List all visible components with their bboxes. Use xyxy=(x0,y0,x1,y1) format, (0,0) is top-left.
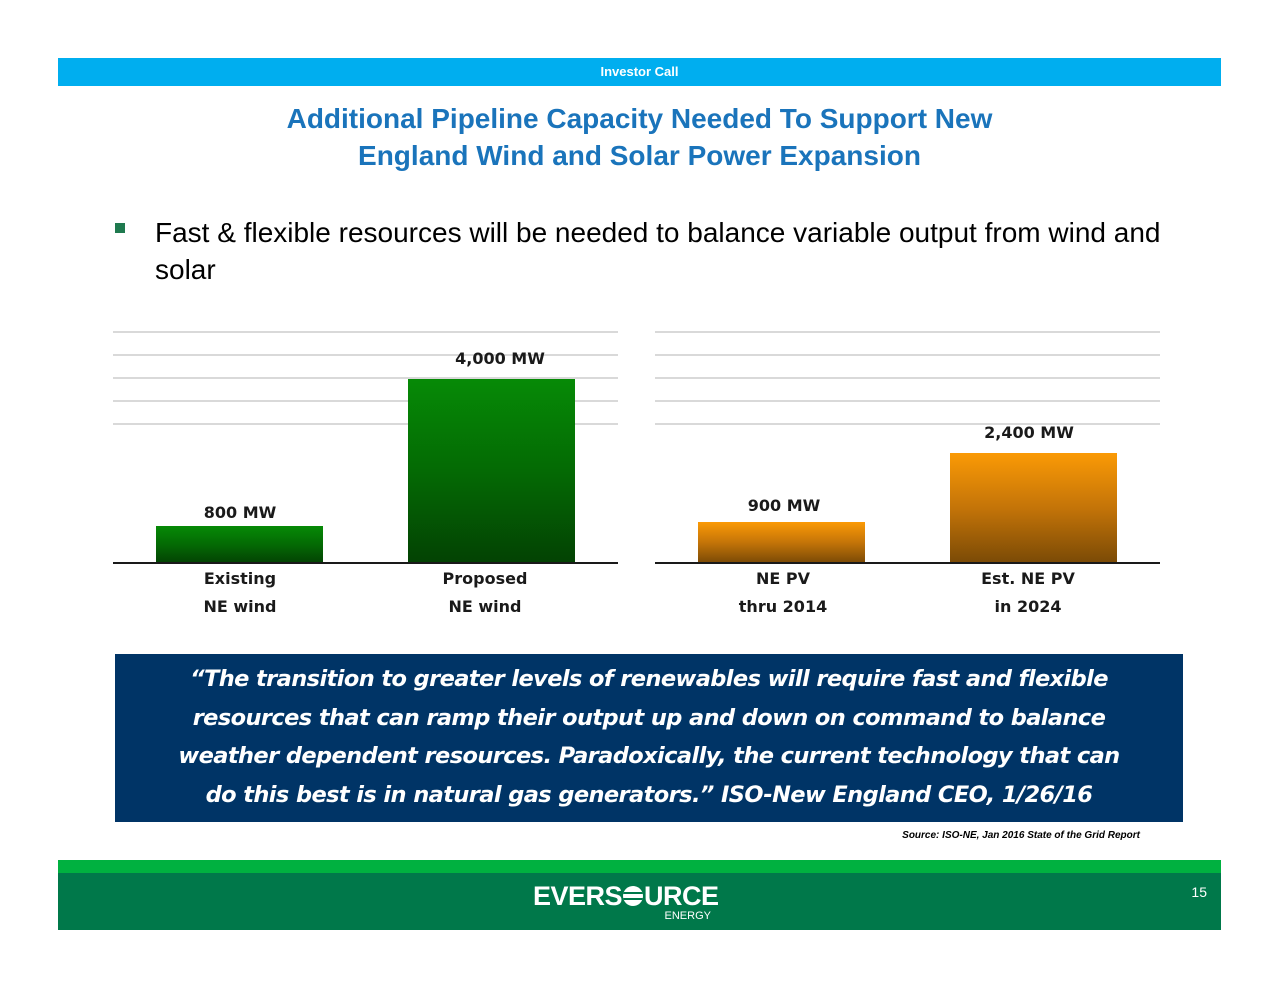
category-label-existing-ne-wind: Existing NE wind xyxy=(140,565,340,621)
square-bullet-icon xyxy=(115,223,125,233)
logo-striped-o-icon xyxy=(623,886,644,906)
category-label-line: NE PV xyxy=(756,569,810,588)
gridline xyxy=(655,400,1160,402)
gridline xyxy=(655,331,1160,333)
x-axis xyxy=(655,562,1160,564)
category-label-line: Est. NE PV xyxy=(981,569,1075,588)
category-label-line: NE wind xyxy=(203,597,277,616)
solar-capacity-chart: 900 MW 2,400 MW NE PV thru 2014 Est. NE … xyxy=(655,320,1160,620)
gridline xyxy=(113,377,618,379)
value-label-ne-pv-thru-2014: 900 MW xyxy=(747,496,821,515)
bar-existing-ne-wind xyxy=(156,526,323,563)
wind-capacity-chart: 800 MW 4,000 MW Existing NE wind Propose… xyxy=(113,320,618,620)
eversource-logo: EVERS URCE ENERGY xyxy=(533,881,723,925)
logo-subtext: ENERGY xyxy=(664,910,711,922)
gridline xyxy=(113,331,618,333)
gridline xyxy=(655,354,1160,356)
footer: EVERS URCE ENERGY 15 xyxy=(58,873,1221,930)
quote-line-1: “The transition to greater levels of ren… xyxy=(190,666,1108,692)
value-label-est-ne-pv-in-2024: 2,400 MW xyxy=(984,423,1074,442)
logo-text-right: URCE xyxy=(644,881,719,911)
page-number: 15 xyxy=(1191,884,1207,900)
gridline xyxy=(113,354,618,356)
category-label-est-ne-pv-in-2024: Est. NE PV in 2024 xyxy=(928,565,1128,621)
logo-wordmark: EVERS URCE xyxy=(533,881,719,911)
bar-ne-pv-thru-2014 xyxy=(698,522,865,563)
quote-line-3: weather dependent resources. Paradoxical… xyxy=(178,743,1120,769)
category-label-line: Existing xyxy=(203,569,277,588)
footer-stripe xyxy=(58,860,1221,873)
bar-proposed-ne-wind xyxy=(408,379,575,563)
slide-title-line-2: England Wind and Solar Power Expansion xyxy=(358,140,921,171)
category-label-line: in 2024 xyxy=(994,597,1062,616)
category-label-line: NE wind xyxy=(448,597,522,616)
slide-title: Additional Pipeline Capacity Needed To S… xyxy=(58,100,1221,174)
category-label-ne-pv-thru-2014: NE PV thru 2014 xyxy=(683,565,883,621)
bullet-text: Fast & flexible resources will be needed… xyxy=(155,217,1161,285)
category-label-proposed-ne-wind: Proposed NE wind xyxy=(385,565,585,621)
category-label-line: thru 2014 xyxy=(738,597,828,616)
category-label-line: Proposed xyxy=(442,569,528,588)
header-banner: Investor Call xyxy=(58,58,1221,86)
gridline xyxy=(113,400,618,402)
x-axis xyxy=(113,562,618,564)
value-label-existing-ne-wind: 800 MW xyxy=(203,503,277,522)
quote-text: “The transition to greater levels of ren… xyxy=(115,660,1183,814)
gridline xyxy=(655,423,1160,425)
slide-title-line-1: Additional Pipeline Capacity Needed To S… xyxy=(286,103,993,134)
value-label-proposed-ne-wind: 4,000 MW xyxy=(455,349,545,368)
bar-est-ne-pv-in-2024 xyxy=(950,453,1117,563)
quote-line-2: resources that can ramp their output up … xyxy=(192,704,1106,731)
logo-text-left: EVERS xyxy=(533,881,623,911)
gridline xyxy=(655,377,1160,379)
quote-box: “The transition to greater levels of ren… xyxy=(115,654,1183,822)
quote-line-4: do this best is in natural gas generator… xyxy=(205,781,1093,808)
source-citation: Source: ISO-NE, Jan 2016 State of the Gr… xyxy=(902,830,1140,841)
gridline xyxy=(113,423,618,425)
